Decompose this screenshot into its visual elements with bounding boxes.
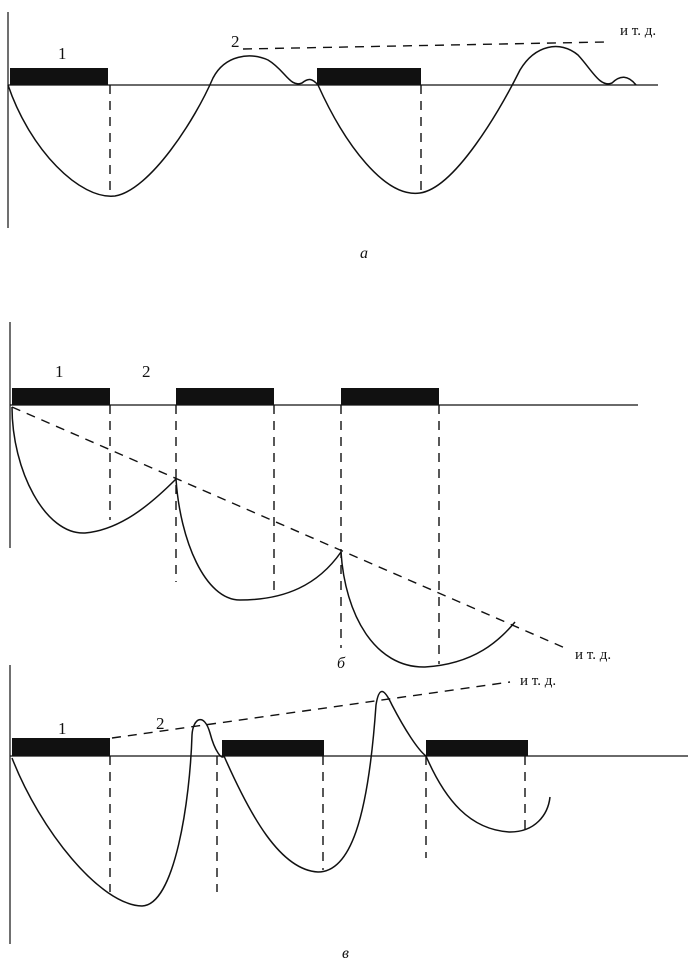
panel-b: 1 2 и т. д. б [9,322,638,672]
panel-v-label-1: 1 [58,719,67,738]
panel-b-response-curve-2 [175,478,342,601]
panel-v: 1 2 и т. д. в [9,665,688,962]
panel-b-phase1-bar-2 [176,388,274,405]
panel-b-phase1-bar-1 [12,388,110,405]
panel-a-label-2: 2 [231,32,240,51]
panel-v-etc-label: и т. д. [520,673,556,689]
panel-a-response-curve [7,45,637,197]
panel-b-response-curve-3 [340,551,516,668]
panel-v-caption: в [342,945,349,962]
panel-a-phase1-bar-1 [10,68,108,85]
panel-b-phase1-bar-3 [341,388,439,405]
panel-b-caption: б [337,655,346,672]
panel-v-phase1-bar-1 [12,738,110,756]
panel-v-label-2: 2 [156,714,165,733]
panel-a: 1 2 и т. д. а [7,12,658,262]
panel-a-etc-label: и т. д. [620,23,656,39]
panel-a-phase1-bar-2 [317,68,421,85]
panel-a-caption: а [360,245,368,262]
panel-a-label-1: 1 [58,44,67,63]
panel-b-label-2: 2 [142,362,151,381]
panel-a-trend-line [242,41,606,50]
panel-b-etc-label: и т. д. [575,647,611,663]
panel-v-phase1-bar-3 [426,740,528,756]
panel-b-trend-line [11,406,566,649]
panel-v-trend-line [111,681,511,739]
panel-b-label-1: 1 [55,362,64,381]
panel-v-response-curve [11,690,551,907]
panel-b-response-curve-1 [11,406,177,534]
panel-v-phase1-bar-2 [222,740,324,756]
